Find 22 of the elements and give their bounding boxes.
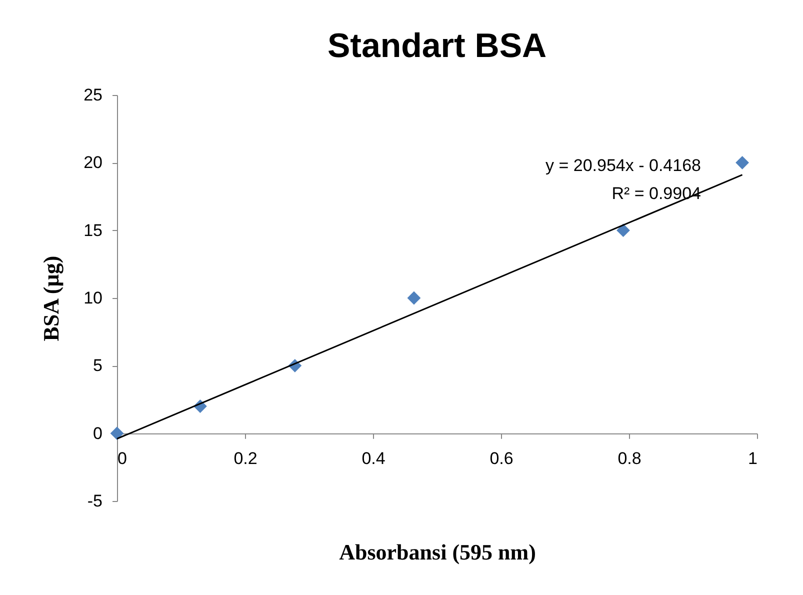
- x-tick-label: 1: [748, 448, 758, 468]
- x-tick-label: 0.2: [234, 448, 258, 468]
- y-tick-label: 25: [84, 86, 102, 104]
- point: [616, 224, 630, 238]
- annotation: R² = 0.9904: [612, 184, 701, 203]
- y-tick-label: 10: [84, 288, 102, 308]
- y-tick-label: 15: [84, 220, 102, 240]
- y-axis-title: BSA (µg): [38, 256, 64, 342]
- x-tick-label: 0.8: [618, 448, 642, 468]
- x-tick-label: 0.6: [490, 448, 514, 468]
- point: [110, 426, 124, 440]
- x-tick-label: 0.4: [362, 448, 386, 468]
- y-tick-label: 0: [93, 424, 102, 443]
- point: [407, 291, 421, 305]
- annotation: y = 20.954x - 0.4168: [546, 156, 701, 175]
- y-tick-label: 5: [93, 356, 102, 376]
- y-tick-label: -5: [87, 492, 102, 510]
- x-tick-label: 0: [118, 448, 127, 468]
- point: [736, 156, 749, 170]
- x-axis-title: Absorbansi (595 nm): [339, 540, 536, 564]
- y-tick-label: 20: [84, 153, 102, 172]
- chart-title: Standart BSA: [327, 27, 547, 65]
